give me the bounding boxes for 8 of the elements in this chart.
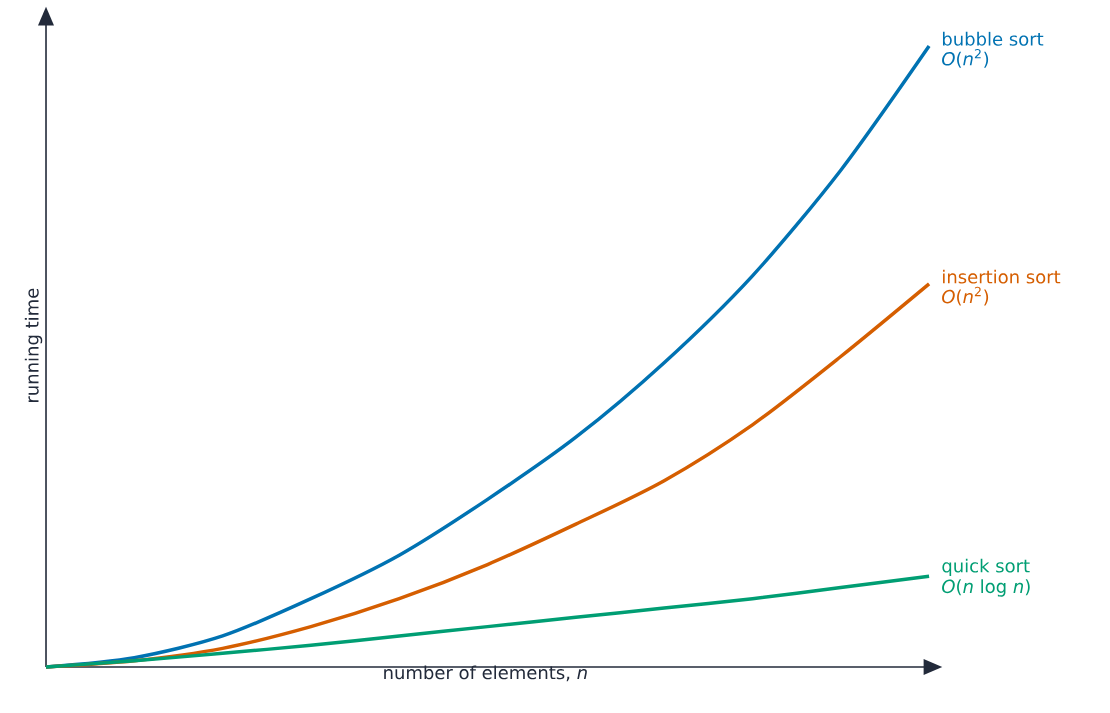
y-axis-title: running time <box>24 288 43 402</box>
series-label: quick sort <box>942 558 1030 577</box>
text: O(n$^{2}$) <box>942 48 989 68</box>
text: O(n$^{2}$) <box>942 286 989 306</box>
series-label: bubble sort <box>942 31 1044 46</box>
text: O(n log n) <box>942 579 1030 597</box>
series-label: insertion sort <box>943 269 1061 284</box>
x-axis-title: number of elements, n <box>384 665 587 682</box>
